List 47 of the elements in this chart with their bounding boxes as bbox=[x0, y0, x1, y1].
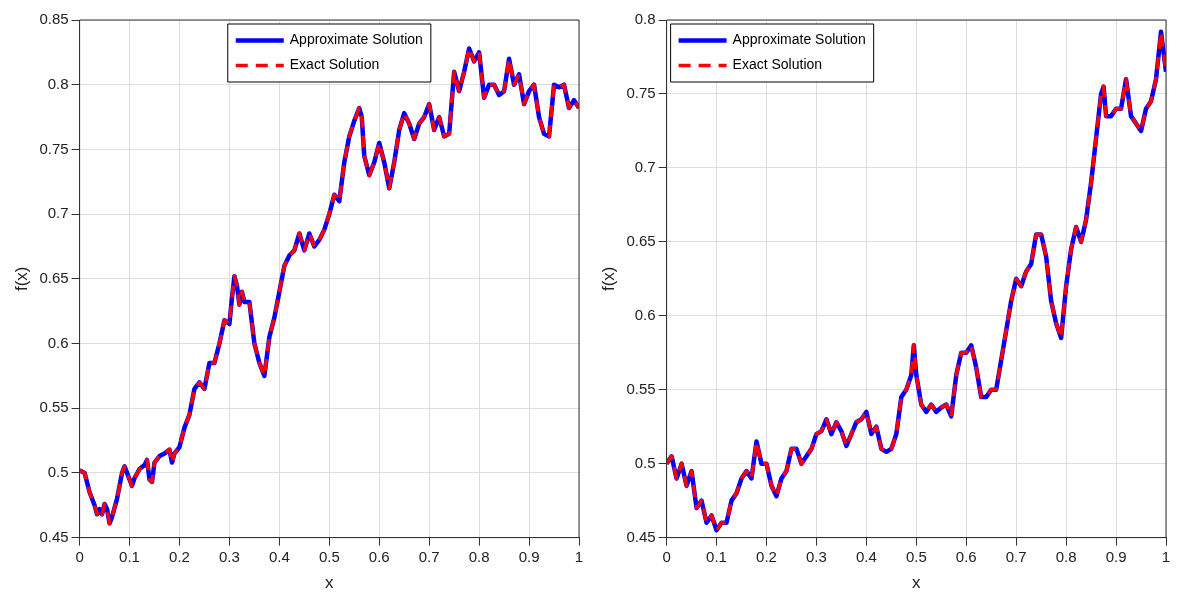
x-tick-label: 0.9 bbox=[518, 547, 540, 565]
y-tick-label: 0.6 bbox=[634, 305, 656, 323]
x-axis-title: x bbox=[912, 573, 922, 593]
x-tick-label: 0.4 bbox=[268, 547, 290, 565]
y-tick-label: 0.75 bbox=[626, 84, 656, 102]
x-tick-label: 0.9 bbox=[1105, 547, 1127, 565]
y-tick-label: 0.6 bbox=[47, 333, 69, 351]
x-tick-label: 0.5 bbox=[905, 547, 927, 565]
x-tick-label: 0.8 bbox=[468, 547, 490, 565]
x-tick-label: 0.3 bbox=[218, 547, 240, 565]
y-tick-label: 0.8 bbox=[634, 10, 656, 28]
x-tick-label: 0.4 bbox=[855, 547, 877, 565]
y-tick-label: 0.45 bbox=[39, 527, 69, 545]
y-tick-label: 0.7 bbox=[634, 158, 656, 176]
legend-label: Exact Solution bbox=[289, 56, 380, 73]
y-tick-label: 0.65 bbox=[39, 268, 69, 286]
x-tick-label: 0 bbox=[75, 547, 84, 565]
x-tick-label: 0.2 bbox=[756, 547, 777, 565]
y-tick-label: 0.8 bbox=[47, 74, 69, 92]
x-tick-label: 0.7 bbox=[1005, 547, 1027, 565]
y-tick-label: 0.5 bbox=[47, 463, 69, 481]
x-tick-label: 0.6 bbox=[955, 547, 977, 565]
y-axis-title: f(x) bbox=[11, 266, 31, 292]
y-tick-label: 0.7 bbox=[47, 204, 69, 222]
legend-label: Exact Solution bbox=[732, 56, 823, 73]
y-tick-label: 0.5 bbox=[634, 453, 656, 471]
x-tick-label: 0.8 bbox=[1055, 547, 1077, 565]
y-axis-title: f(x) bbox=[598, 266, 618, 292]
y-tick-label: 0.55 bbox=[626, 379, 656, 397]
x-tick-label: 1 bbox=[1161, 547, 1171, 565]
y-tick-label: 0.45 bbox=[626, 527, 656, 545]
x-axis-title: x bbox=[325, 573, 335, 593]
x-tick-label: 0 bbox=[662, 547, 671, 565]
y-tick-label: 0.75 bbox=[39, 139, 69, 157]
x-tick-label: 0.1 bbox=[119, 547, 140, 565]
x-tick-label: 0.7 bbox=[418, 547, 440, 565]
x-tick-label: 0.1 bbox=[706, 547, 727, 565]
y-tick-label: 0.65 bbox=[626, 231, 656, 249]
x-tick-label: 0.3 bbox=[805, 547, 827, 565]
y-tick-label: 0.85 bbox=[39, 10, 69, 28]
x-tick-label: 0.6 bbox=[368, 547, 390, 565]
x-tick-label: 0.2 bbox=[169, 547, 190, 565]
x-tick-label: 0.5 bbox=[318, 547, 340, 565]
y-tick-label: 0.55 bbox=[39, 398, 69, 416]
legend-label: Approximate Solution bbox=[289, 31, 423, 48]
legend-label: Approximate Solution bbox=[732, 31, 866, 48]
x-tick-label: 1 bbox=[574, 547, 584, 565]
